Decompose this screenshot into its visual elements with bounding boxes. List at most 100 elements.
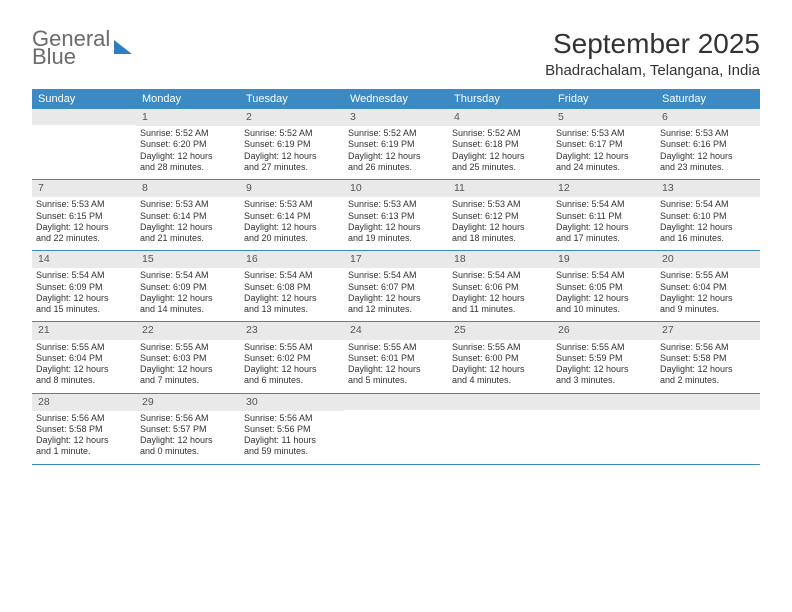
detail-sunrise: Sunrise: 5:52 AM xyxy=(140,128,236,139)
day-number: 2 xyxy=(240,109,344,126)
detail-daylight1: Daylight: 12 hours xyxy=(140,151,236,162)
calendar-cell: 2 Sunrise: 5:52 AMSunset: 6:19 PMDaylight… xyxy=(240,109,344,179)
detail-daylight2: and 14 minutes. xyxy=(140,304,236,315)
logo: General Blue xyxy=(32,28,132,68)
day-details: Sunrise: 5:54 AMSunset: 6:08 PMDaylight:… xyxy=(240,270,344,315)
day-number: 8 xyxy=(136,180,240,197)
calendar-cell: 1Sunrise: 5:52 AMSunset: 6:20 PMDaylight… xyxy=(136,109,240,179)
detail-sunrise: Sunrise: 5:54 AM xyxy=(452,270,548,281)
detail-daylight1: Daylight: 12 hours xyxy=(140,222,236,233)
calendar-cell: 10Sunrise: 5:53 AMSunset: 6:13 PMDayligh… xyxy=(344,180,448,250)
detail-sunset: Sunset: 5:59 PM xyxy=(556,353,652,364)
week-row: 21Sunrise: 5:55 AMSunset: 6:04 PMDayligh… xyxy=(32,322,760,393)
day-number: 24 xyxy=(344,322,448,339)
calendar-grid: Sunday Monday Tuesday Wednesday Thursday… xyxy=(32,89,760,465)
detail-sunset: Sunset: 6:04 PM xyxy=(660,282,756,293)
detail-sunset: Sunset: 5:58 PM xyxy=(36,424,132,435)
detail-sunset: Sunset: 6:19 PM xyxy=(348,139,444,150)
day-header-friday: Friday xyxy=(552,89,656,109)
detail-daylight1: Daylight: 12 hours xyxy=(36,222,132,233)
detail-sunset: Sunset: 6:07 PM xyxy=(348,282,444,293)
detail-sunrise: Sunrise: 5:54 AM xyxy=(556,199,652,210)
calendar-cell xyxy=(32,109,136,179)
detail-daylight2: and 2 minutes. xyxy=(660,375,756,386)
detail-daylight1: Daylight: 12 hours xyxy=(556,364,652,375)
week-row: 1Sunrise: 5:52 AMSunset: 6:20 PMDaylight… xyxy=(32,109,760,180)
detail-daylight2: and 28 minutes. xyxy=(140,162,236,173)
detail-daylight1: Daylight: 12 hours xyxy=(348,151,444,162)
day-number: 7 xyxy=(32,180,136,197)
day-details: Sunrise: 5:56 AMSunset: 5:56 PMDaylight:… xyxy=(240,413,344,458)
detail-daylight1: Daylight: 12 hours xyxy=(660,151,756,162)
calendar-cell: 21Sunrise: 5:55 AMSunset: 6:04 PMDayligh… xyxy=(32,322,136,392)
detail-sunrise: Sunrise: 5:55 AM xyxy=(556,342,652,353)
detail-daylight1: Daylight: 12 hours xyxy=(140,435,236,446)
detail-daylight1: Daylight: 12 hours xyxy=(36,293,132,304)
detail-sunset: Sunset: 6:13 PM xyxy=(348,211,444,222)
detail-sunset: Sunset: 6:08 PM xyxy=(244,282,340,293)
detail-sunrise: Sunrise: 5:53 AM xyxy=(140,199,236,210)
calendar-page: General Blue September 2025 Bhadrachalam… xyxy=(0,0,792,485)
detail-daylight2: and 20 minutes. xyxy=(244,233,340,244)
detail-daylight2: and 6 minutes. xyxy=(244,375,340,386)
day-headers-row: Sunday Monday Tuesday Wednesday Thursday… xyxy=(32,89,760,109)
day-number: 10 xyxy=(344,180,448,197)
day-number xyxy=(344,394,448,410)
day-details: Sunrise: 5:55 AMSunset: 6:04 PMDaylight:… xyxy=(656,270,760,315)
day-number: 4 xyxy=(448,109,552,126)
day-number xyxy=(32,109,136,125)
detail-daylight1: Daylight: 12 hours xyxy=(36,435,132,446)
day-details: Sunrise: 5:53 AMSunset: 6:14 PMDaylight:… xyxy=(136,199,240,244)
day-number: 19 xyxy=(552,251,656,268)
day-details: Sunrise: 5:56 AMSunset: 5:58 PMDaylight:… xyxy=(656,342,760,387)
weeks-container: 1Sunrise: 5:52 AMSunset: 6:20 PMDaylight… xyxy=(32,109,760,465)
detail-sunset: Sunset: 6:10 PM xyxy=(660,211,756,222)
week-row: 14Sunrise: 5:54 AMSunset: 6:09 PMDayligh… xyxy=(32,251,760,322)
detail-daylight1: Daylight: 12 hours xyxy=(452,151,548,162)
calendar-cell: 19 Sunrise: 5:54 AMSunset: 6:05 PMDayligh… xyxy=(552,251,656,321)
detail-sunrise: Sunrise: 5:54 AM xyxy=(556,270,652,281)
day-details: Sunrise: 5:55 AMSunset: 5:59 PMDaylight:… xyxy=(552,342,656,387)
detail-daylight1: Daylight: 11 hours xyxy=(244,435,340,446)
detail-sunset: Sunset: 6:11 PM xyxy=(556,211,652,222)
detail-sunrise: Sunrise: 5:53 AM xyxy=(660,128,756,139)
calendar-cell: 5Sunrise: 5:53 AMSunset: 6:17 PMDaylight… xyxy=(552,109,656,179)
detail-daylight1: Daylight: 12 hours xyxy=(244,293,340,304)
detail-sunrise: Sunrise: 5:55 AM xyxy=(660,270,756,281)
calendar-cell xyxy=(656,394,760,464)
calendar-cell: 20Sunrise: 5:55 AMSunset: 6:04 PMDayligh… xyxy=(656,251,760,321)
day-details: Sunrise: 5:54 AMSunset: 6:11 PMDaylight:… xyxy=(552,199,656,244)
calendar-cell xyxy=(552,394,656,464)
day-number: 1 xyxy=(136,109,240,126)
detail-sunrise: Sunrise: 5:55 AM xyxy=(36,342,132,353)
day-number: 5 xyxy=(552,109,656,126)
day-details: Sunrise: 5:54 AMSunset: 6:05 PMDaylight:… xyxy=(552,270,656,315)
detail-daylight2: and 26 minutes. xyxy=(348,162,444,173)
day-number: 6 xyxy=(656,109,760,126)
detail-sunset: Sunset: 5:58 PM xyxy=(660,353,756,364)
day-details: Sunrise: 5:53 AMSunset: 6:12 PMDaylight:… xyxy=(448,199,552,244)
detail-sunrise: Sunrise: 5:54 AM xyxy=(36,270,132,281)
day-details: Sunrise: 5:53 AMSunset: 6:16 PMDaylight:… xyxy=(656,128,760,173)
calendar-cell xyxy=(448,394,552,464)
day-number: 25 xyxy=(448,322,552,339)
calendar-cell: 12Sunrise: 5:54 AMSunset: 6:11 PMDayligh… xyxy=(552,180,656,250)
calendar-cell: 28Sunrise: 5:56 AMSunset: 5:58 PMDayligh… xyxy=(32,394,136,464)
detail-daylight1: Daylight: 12 hours xyxy=(140,364,236,375)
header-row: General Blue September 2025 Bhadrachalam… xyxy=(32,28,760,79)
detail-daylight1: Daylight: 12 hours xyxy=(452,222,548,233)
day-number: 13 xyxy=(656,180,760,197)
day-header-tuesday: Tuesday xyxy=(240,89,344,109)
logo-text-block: General Blue xyxy=(32,28,110,68)
day-details: Sunrise: 5:52 AMSunset: 6:19 PMDaylight:… xyxy=(240,128,344,173)
day-details: Sunrise: 5:56 AMSunset: 5:57 PMDaylight:… xyxy=(136,413,240,458)
detail-daylight2: and 23 minutes. xyxy=(660,162,756,173)
week-row: 7Sunrise: 5:53 AMSunset: 6:15 PMDaylight… xyxy=(32,180,760,251)
calendar-cell xyxy=(344,394,448,464)
day-number: 23 xyxy=(240,322,344,339)
detail-daylight2: and 3 minutes. xyxy=(556,375,652,386)
detail-daylight1: Daylight: 12 hours xyxy=(660,293,756,304)
detail-sunrise: Sunrise: 5:55 AM xyxy=(140,342,236,353)
detail-sunset: Sunset: 6:02 PM xyxy=(244,353,340,364)
calendar-cell: 13Sunrise: 5:54 AMSunset: 6:10 PMDayligh… xyxy=(656,180,760,250)
